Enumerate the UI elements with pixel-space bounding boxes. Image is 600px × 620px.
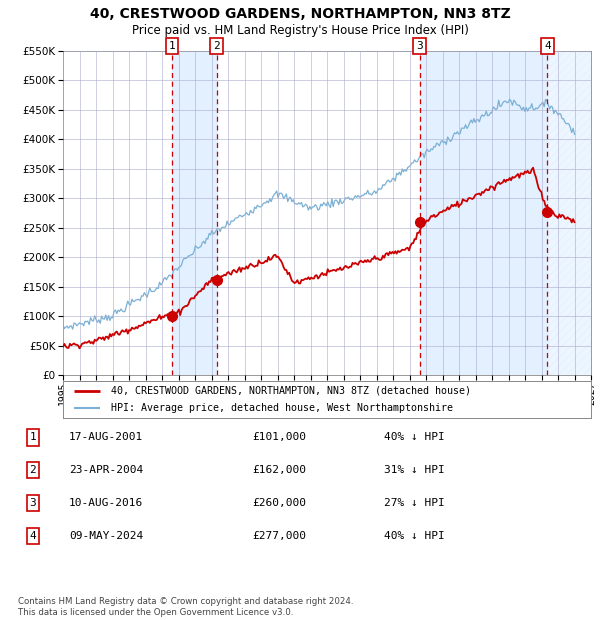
- Text: 1: 1: [29, 432, 37, 443]
- Bar: [547, 51, 591, 375]
- Bar: [172, 51, 217, 375]
- Bar: [419, 51, 547, 375]
- Text: Price paid vs. HM Land Registry's House Price Index (HPI): Price paid vs. HM Land Registry's House …: [131, 24, 469, 37]
- Text: 27% ↓ HPI: 27% ↓ HPI: [384, 498, 445, 508]
- Text: £277,000: £277,000: [252, 531, 306, 541]
- Text: 10-AUG-2016: 10-AUG-2016: [69, 498, 143, 508]
- Text: £162,000: £162,000: [252, 465, 306, 476]
- Text: 40, CRESTWOOD GARDENS, NORTHAMPTON, NN3 8TZ (detached house): 40, CRESTWOOD GARDENS, NORTHAMPTON, NN3 …: [110, 386, 470, 396]
- Text: 1: 1: [169, 41, 176, 51]
- Text: 3: 3: [416, 41, 423, 51]
- Text: 3: 3: [29, 498, 37, 508]
- Text: 31% ↓ HPI: 31% ↓ HPI: [384, 465, 445, 476]
- Text: 2: 2: [29, 465, 37, 476]
- Text: 40% ↓ HPI: 40% ↓ HPI: [384, 531, 445, 541]
- Text: 4: 4: [29, 531, 37, 541]
- Text: HPI: Average price, detached house, West Northamptonshire: HPI: Average price, detached house, West…: [110, 403, 452, 413]
- Text: £260,000: £260,000: [252, 498, 306, 508]
- Text: 17-AUG-2001: 17-AUG-2001: [69, 432, 143, 443]
- Text: £101,000: £101,000: [252, 432, 306, 443]
- Text: Contains HM Land Registry data © Crown copyright and database right 2024.
This d: Contains HM Land Registry data © Crown c…: [18, 598, 353, 617]
- Text: 2: 2: [213, 41, 220, 51]
- Text: 40% ↓ HPI: 40% ↓ HPI: [384, 432, 445, 443]
- Text: 4: 4: [544, 41, 551, 51]
- Text: 09-MAY-2024: 09-MAY-2024: [69, 531, 143, 541]
- Text: 23-APR-2004: 23-APR-2004: [69, 465, 143, 476]
- Text: 40, CRESTWOOD GARDENS, NORTHAMPTON, NN3 8TZ: 40, CRESTWOOD GARDENS, NORTHAMPTON, NN3 …: [89, 7, 511, 22]
